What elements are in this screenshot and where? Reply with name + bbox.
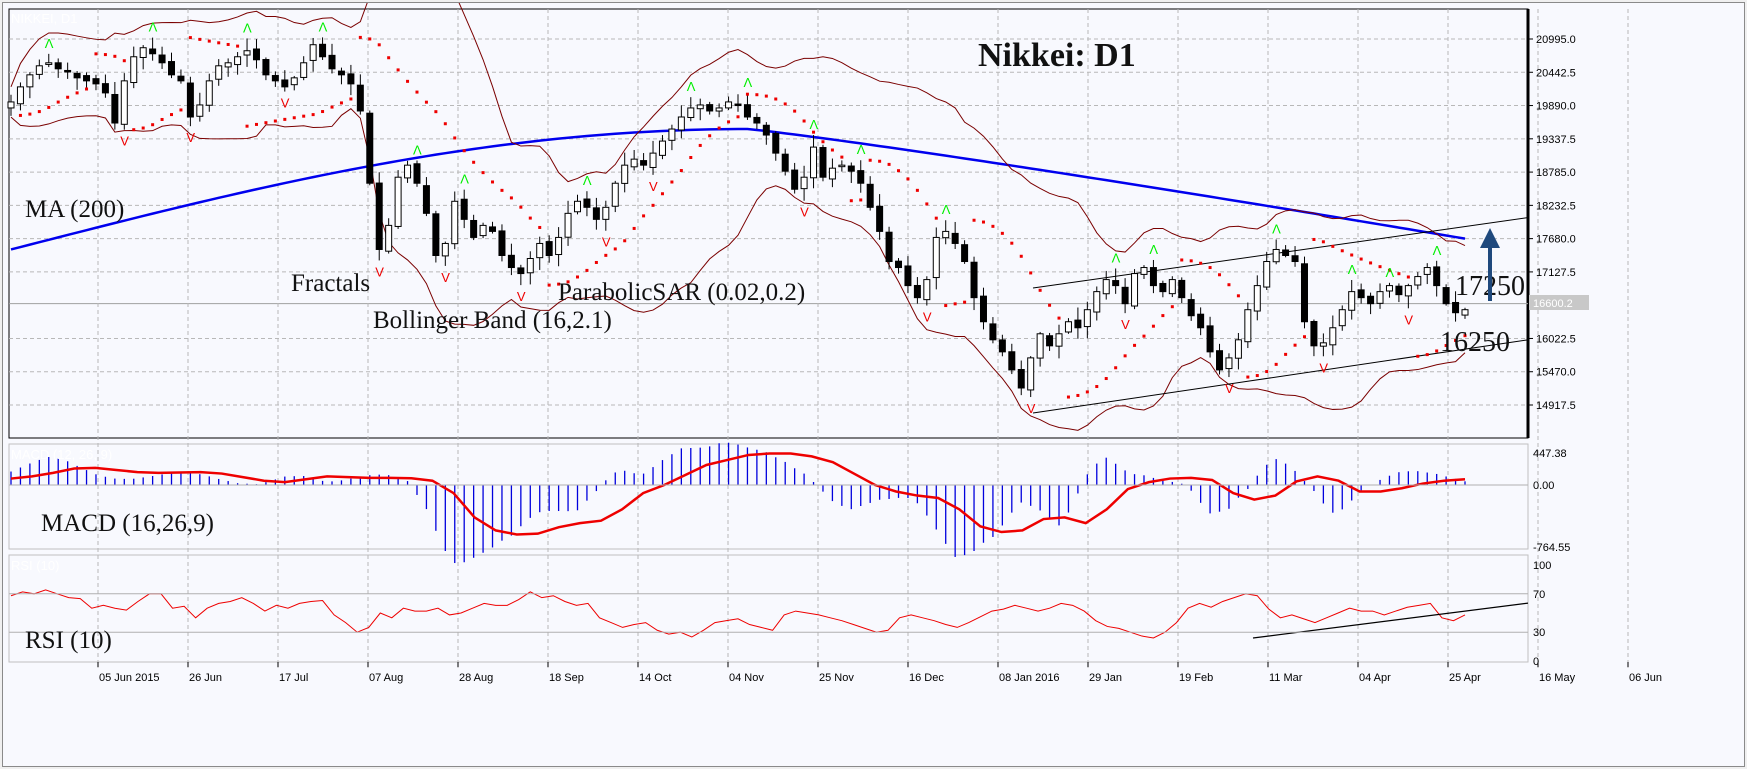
svg-text:14 Oct: 14 Oct: [639, 672, 671, 684]
svg-text:18232.5: 18232.5: [1536, 200, 1576, 212]
fractals-annotation: Fractals: [291, 270, 370, 297]
chart-canvas[interactable]: Λ V Λ V Λ V Λ V Λ V Λ V Λ V V Λ Λ V Λ Λ V Λ V Λ V Λ V Λ V Λ Λ V Λ 20995.…: [3, 3, 1744, 766]
up-arrow-icon: [1480, 228, 1500, 301]
svg-text:17127.5: 17127.5: [1536, 267, 1576, 279]
bollinger-bands: [10, 3, 1466, 431]
svg-text:20995.0: 20995.0: [1536, 34, 1576, 46]
svg-text:04 Apr: 04 Apr: [1359, 672, 1391, 684]
svg-text:V: V: [441, 270, 450, 285]
grid-lines: [9, 9, 1629, 668]
bollinger-annotation: Bollinger Band (16,2.1): [373, 307, 612, 334]
axis-labels: 20995.0 20442.5 19890.0 19337.5 18785.0 18232…: [9, 34, 1662, 684]
svg-text:Λ: Λ: [583, 173, 592, 188]
svg-text:Λ: Λ: [1385, 265, 1394, 280]
svg-text:Λ: Λ: [857, 142, 866, 157]
svg-text:Λ: Λ: [1112, 250, 1121, 265]
parabolic-sar-dots: [18, 35, 1467, 399]
svg-text:100: 100: [1533, 560, 1551, 572]
svg-text:08 Jan 2016: 08 Jan 2016: [999, 672, 1060, 684]
svg-text:15470.0: 15470.0: [1536, 367, 1576, 379]
current-price-label: 16600.2: [1533, 298, 1573, 310]
svg-text:V: V: [800, 205, 809, 220]
svg-text:Λ: Λ: [149, 20, 158, 35]
svg-text:-764.55: -764.55: [1533, 542, 1570, 554]
svg-text:18 Sep: 18 Sep: [549, 672, 584, 684]
svg-text:16 May: 16 May: [1539, 672, 1576, 684]
svg-text:Λ: Λ: [810, 117, 819, 132]
macd-annotation: MACD (16,26,9): [41, 510, 214, 537]
svg-text:Λ: Λ: [243, 20, 252, 35]
rsi-panel[interactable]: [8, 554, 1529, 663]
svg-text:19337.5: 19337.5: [1536, 134, 1576, 146]
ma-annotation: MA (200): [25, 196, 124, 223]
svg-text:05 Jun 2015: 05 Jun 2015: [99, 672, 160, 684]
svg-text:Λ: Λ: [1149, 242, 1158, 257]
current-price-badge: [1529, 295, 1589, 310]
svg-text:26 Jun: 26 Jun: [189, 672, 222, 684]
svg-text:Λ: Λ: [319, 19, 328, 34]
psar-annotation: ParabolicSAR (0.02,0.2): [558, 279, 805, 306]
chart-title: Nikkei: D1: [978, 37, 1136, 74]
candlesticks: [7, 37, 1469, 398]
svg-text:70: 70: [1533, 589, 1545, 601]
support-label: 16250: [1440, 327, 1510, 358]
svg-text:25 Nov: 25 Nov: [819, 672, 854, 684]
svg-text:V: V: [281, 96, 290, 111]
svg-text:V: V: [375, 264, 384, 279]
fractal-markers: Λ V Λ V Λ V Λ V Λ V Λ V Λ V V Λ Λ V Λ Λ V Λ V Λ V Λ V Λ V Λ Λ V Λ: [45, 19, 1442, 416]
svg-text:V: V: [923, 310, 932, 325]
svg-text:0.00: 0.00: [1533, 480, 1554, 492]
svg-text:V: V: [1319, 360, 1328, 375]
svg-text:07 Aug: 07 Aug: [369, 672, 403, 684]
svg-text:Λ: Λ: [743, 75, 752, 90]
svg-text:V: V: [1121, 317, 1130, 332]
svg-text:20442.5: 20442.5: [1536, 67, 1576, 79]
macd-series: [10, 442, 1466, 564]
svg-text:V: V: [1027, 401, 1036, 416]
svg-text:19 Feb: 19 Feb: [1179, 672, 1213, 684]
svg-text:14917.5: 14917.5: [1536, 400, 1576, 412]
svg-text:V: V: [517, 289, 526, 304]
svg-text:V: V: [1225, 381, 1234, 396]
svg-text:Λ: Λ: [45, 36, 54, 51]
svg-text:Λ: Λ: [1272, 221, 1281, 236]
watermark-label: NIKKEI, D1: [11, 11, 77, 26]
svg-text:06 Jun: 06 Jun: [1629, 672, 1662, 684]
svg-text:28 Aug: 28 Aug: [459, 672, 493, 684]
svg-text:18785.0: 18785.0: [1536, 167, 1576, 179]
svg-text:V: V: [1404, 312, 1413, 327]
svg-text:0: 0: [1533, 656, 1539, 668]
svg-text:30: 30: [1533, 627, 1545, 639]
ma200-line: [10, 127, 1466, 251]
svg-text:11 Mar: 11 Mar: [1269, 672, 1303, 684]
rsi-faint-label: RSI (10): [11, 558, 59, 573]
rsi-annotation: RSI (10): [25, 627, 112, 654]
macd-panel[interactable]: [8, 443, 1529, 550]
svg-text:25 Apr: 25 Apr: [1449, 672, 1481, 684]
svg-text:V: V: [186, 130, 195, 145]
svg-text:16022.5: 16022.5: [1536, 333, 1576, 345]
svg-text:04 Nov: 04 Nov: [729, 672, 764, 684]
svg-text:16 Dec: 16 Dec: [909, 672, 944, 684]
svg-text:V: V: [120, 134, 129, 149]
main-panel[interactable]: [8, 8, 1529, 439]
svg-text:Λ: Λ: [942, 202, 951, 217]
svg-text:Λ: Λ: [687, 79, 696, 94]
svg-text:V: V: [649, 179, 658, 194]
svg-text:17680.0: 17680.0: [1536, 234, 1576, 246]
svg-text:447.38: 447.38: [1533, 448, 1567, 460]
svg-text:29 Jan: 29 Jan: [1089, 672, 1122, 684]
svg-text:V: V: [602, 235, 611, 250]
svg-text:Λ: Λ: [413, 142, 422, 157]
svg-text:Λ: Λ: [1433, 243, 1442, 258]
svg-text:Λ: Λ: [460, 172, 469, 187]
macd-faint-label: MACD (12, 26, 9): [11, 447, 112, 462]
svg-text:19890.0: 19890.0: [1536, 101, 1576, 113]
svg-text:17 Jul: 17 Jul: [279, 672, 308, 684]
svg-text:Λ: Λ: [1348, 262, 1357, 277]
